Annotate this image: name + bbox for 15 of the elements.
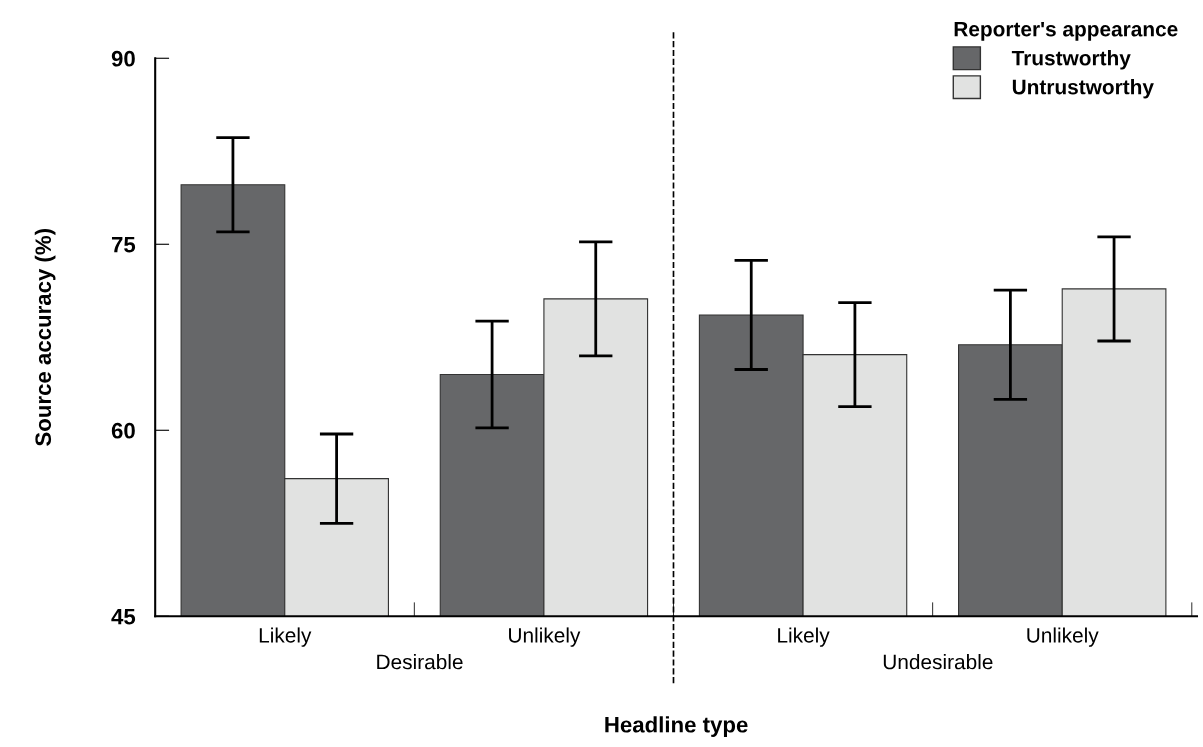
y-axis-title: Source accuracy (%)	[34, 229, 56, 446]
x-tick-label: Likely	[259, 627, 312, 647]
legend-title: Reporter's appearance	[954, 21, 1178, 41]
y-tick-label: 90	[111, 50, 135, 67]
legend-label: Trustworthy	[1011, 50, 1131, 70]
x-axis-title: Headline type	[605, 716, 748, 737]
x-tick-label: Unlikely	[509, 627, 581, 647]
y-tick-label: 45	[111, 609, 136, 625]
x-tick-label: Unlikely	[1027, 627, 1099, 647]
legend-label: Untrustworthy	[1012, 79, 1154, 99]
x-tick-label: Likely	[778, 627, 830, 647]
y-tick-label: 60	[111, 422, 135, 439]
y-tick-label: 75	[111, 237, 136, 253]
text: Desirable	[377, 654, 463, 670]
text: Undesirable	[883, 654, 993, 670]
